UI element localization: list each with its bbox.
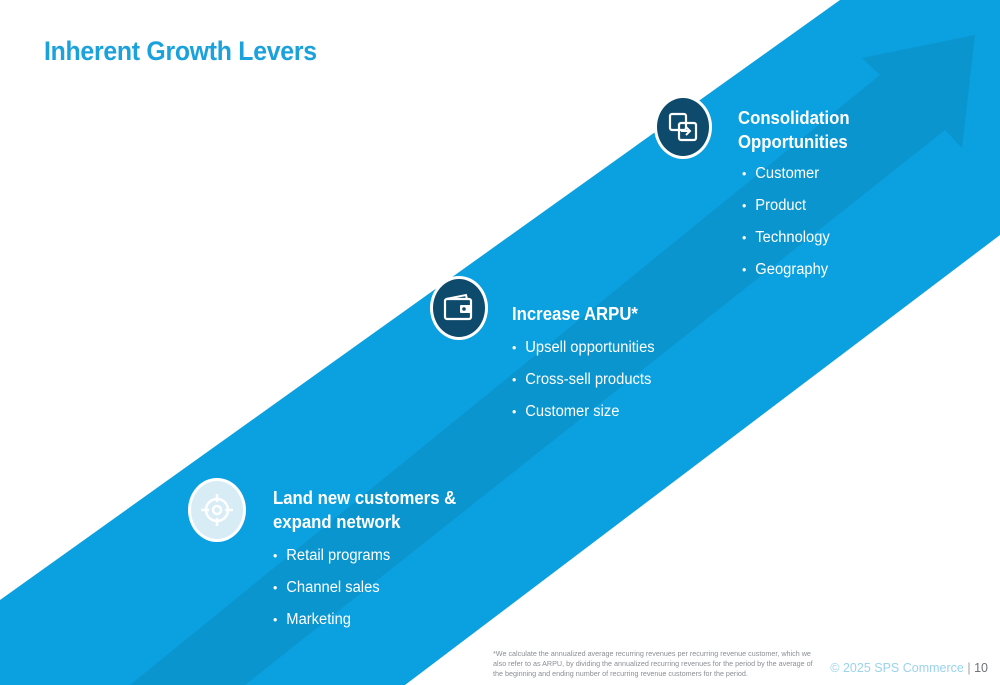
list-item: Technology [742,222,866,254]
lever-bullet-list: Upsell opportunities Cross-sell products… [512,332,662,428]
slide-footer: © 2025 SPS Commerce | 10 [830,661,988,675]
merge-icon-circle [654,95,712,159]
lever-bullet-list: Retail programs Channel sales Marketing [273,540,473,636]
list-item: Channel sales [273,572,463,604]
list-item: Retail programs [273,540,463,572]
list-item: Marketing [273,604,463,636]
list-item: Customer [742,158,866,190]
merge-icon [668,112,698,142]
lever-heading: Consolidation Opportunities [738,108,850,152]
list-item: Cross-sell products [512,364,655,396]
lever-increase-arpu: Increase ARPU* Upsell opportunities Cros… [512,302,662,428]
lever-consolidation: Consolidation Opportunities Customer Pro… [738,106,868,286]
lever-land-customers: Land new customers & expand network Reta… [273,486,473,636]
copyright-text: © 2025 SPS Commerce [830,661,964,675]
list-item: Customer size [512,396,655,428]
lever-bullet-list: Customer Product Technology Geography [738,158,868,286]
arpu-footnote: *We calculate the annualized average rec… [493,649,813,678]
wallet-icon-circle [430,276,488,340]
list-item: Product [742,190,866,222]
lever-heading: Increase ARPU* [512,304,638,324]
footer-separator: | [967,661,971,675]
lever-heading: Land new customers & expand network [273,488,457,532]
list-item: Geography [742,254,866,286]
list-item: Upsell opportunities [512,332,655,364]
page-number: 10 [974,661,988,675]
slide-title: Inherent Growth Levers [44,36,317,66]
wallet-icon [443,293,473,321]
target-icon-circle [188,478,246,542]
target-icon [201,494,233,526]
